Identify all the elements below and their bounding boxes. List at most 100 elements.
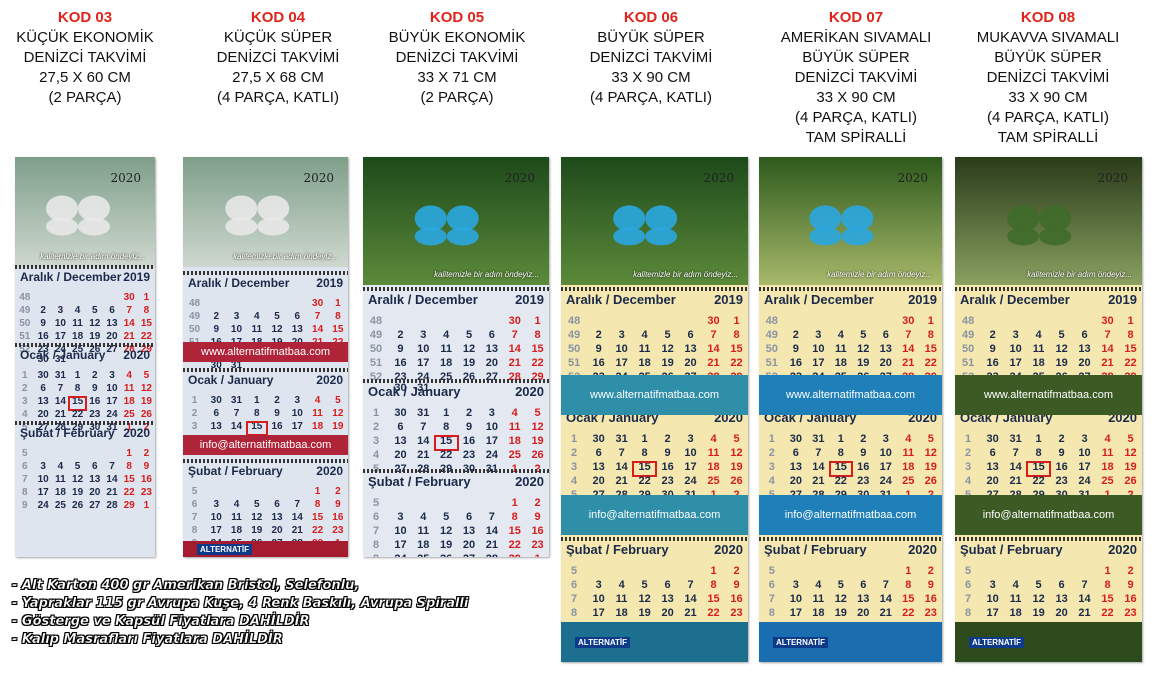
photo-year: 2020: [1097, 171, 1128, 185]
week-number: 48: [567, 315, 581, 327]
week-number: 4: [372, 449, 380, 461]
day-cell: 3: [815, 329, 822, 341]
week-number: 50: [369, 343, 383, 355]
day-cell: 6: [109, 305, 115, 316]
spiral-binding: [15, 421, 155, 425]
day-cell: 8: [927, 329, 934, 341]
calendar-mockup: 2020 kalitemizle bir adım öndeyiz... Aralı…: [15, 157, 155, 557]
day-cell: 14: [879, 593, 892, 605]
day-cell: 12: [661, 343, 674, 355]
day-cell: [610, 316, 633, 330]
slogan: kalitemizle bir adım öndeyiz...: [233, 252, 338, 261]
day-cell: 7: [294, 499, 301, 510]
day-cell: 30: [394, 407, 407, 419]
day-cell: [785, 566, 807, 580]
month-year: 2020: [123, 348, 150, 362]
day-cell: 19: [638, 607, 651, 619]
day-cell: 4: [618, 579, 625, 591]
day-cell: 10: [106, 383, 118, 394]
product-spec-line: KÜÇÜK SÜPER: [223, 29, 333, 46]
day-cell: 22: [730, 357, 743, 369]
day-cell: 18: [707, 461, 720, 473]
day-cell: 15: [1124, 343, 1137, 355]
day-cell: 2: [664, 433, 671, 445]
day-cell: 20: [106, 331, 118, 342]
product-spec-line: 33 X 90 CM: [1008, 89, 1088, 106]
week-number: 2: [372, 421, 380, 433]
day-cell: 13: [1055, 593, 1068, 605]
day-cell: 4: [57, 461, 64, 472]
day-cell: [633, 566, 656, 580]
day-cell: 22: [140, 331, 152, 342]
day-cell: 7: [1081, 579, 1088, 591]
day-cell: 3: [40, 461, 46, 472]
butterfly-icon: [809, 205, 874, 246]
day-cell: 6: [294, 311, 301, 322]
day-cell: 16: [730, 593, 743, 605]
day-cell: 16: [271, 421, 283, 432]
day-cell: 27: [485, 371, 498, 383]
day-cell: 15: [312, 512, 324, 523]
week-number: 4: [22, 409, 28, 420]
email-band: info@alternatifmatbaa.com: [759, 495, 942, 535]
day-cell: 31: [417, 407, 430, 419]
day-cell: 20: [1055, 607, 1068, 619]
day-cell: 27: [458, 554, 481, 558]
day-cell: 17: [37, 487, 49, 498]
day-cell: 30: [986, 433, 999, 445]
day-cell: 21: [1009, 475, 1022, 487]
week-number: 5: [372, 497, 380, 509]
week-number: 1: [965, 433, 972, 445]
day-cell: 12: [834, 593, 847, 605]
day-cell: 7: [1104, 329, 1111, 341]
day-cell: [1050, 316, 1073, 330]
day-cell: 9: [595, 343, 602, 355]
day-cell: 8: [1104, 579, 1111, 591]
day-cell: 11: [440, 343, 452, 355]
day-grid: 5 1 2 6 3 4 5 6 7 8 9 7 10 11 12 13 14 15 16 8 17 18 19 20 21 22 2…: [15, 449, 155, 514]
day-cell: 27: [37, 422, 49, 433]
day-cell: 8: [511, 511, 518, 523]
day-cell: 17: [789, 607, 802, 619]
day-cell: 3: [488, 407, 495, 419]
day-cell: 21: [485, 539, 498, 551]
day-cell: 16: [592, 357, 605, 369]
day-cell: 14: [417, 435, 430, 447]
day-cell: 14: [54, 396, 66, 407]
day-cell: 25: [123, 409, 135, 420]
day-cell: 12: [924, 447, 937, 459]
day-cell: 1: [143, 292, 150, 303]
week-number: 1: [22, 370, 28, 381]
week-number: 8: [571, 607, 578, 619]
day-cell: 16: [394, 357, 407, 369]
day-cell: 25: [54, 500, 66, 511]
day-cell: 9: [860, 447, 867, 459]
day-cell: 11: [123, 383, 135, 394]
day-cell: 23: [661, 475, 674, 487]
day-cell: 14: [106, 474, 118, 485]
month-block: Ocak / January 2020 1 30 31 1 2 3 4 5 2 6 7 8 9 10 11 12 3…: [955, 409, 1142, 504]
day-cell: 11: [72, 318, 83, 329]
day-cell: 17: [592, 607, 605, 619]
day-cell: 24: [106, 409, 118, 420]
day-cell: 9: [792, 343, 799, 355]
day-cell: 20: [986, 475, 999, 487]
month-name: Ocak / January: [368, 384, 461, 399]
day-cell: 15: [1026, 461, 1052, 477]
day-cell: 11: [1009, 593, 1022, 605]
calendar-photo: 2020 kalitemizle bir adım öndeyiz...: [561, 157, 748, 285]
day-cell: 3: [792, 579, 799, 591]
day-cell: [852, 566, 874, 580]
photo-year: 2020: [897, 171, 928, 185]
day-cell: 16: [1124, 593, 1137, 605]
day-cell: 26: [730, 475, 743, 487]
day-cell: 6: [860, 579, 867, 591]
slogan: kalitemizle bir adım öndeyiz...: [1027, 270, 1132, 279]
month-block: Aralık / December 2019 48 30 1 49 2 3 4 5 6 7 8 50 9 10…: [955, 291, 1142, 394]
day-cell: [830, 316, 852, 330]
month-name: Ocak / January: [20, 348, 106, 362]
week-number: 5: [22, 422, 28, 433]
day-cell: 28: [106, 500, 118, 511]
day-cell: 20: [684, 357, 697, 369]
email-band: info@alternatifmatbaa.com: [561, 495, 748, 535]
